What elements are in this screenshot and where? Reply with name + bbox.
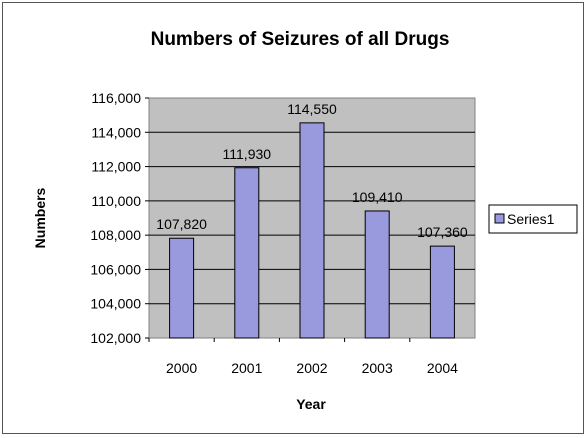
data-label-2002: 114,550 <box>287 101 337 117</box>
x-tick-label-2002: 2002 <box>296 360 327 376</box>
chart-title: Numbers of Seizures of all Drugs <box>151 29 450 50</box>
bar-2002 <box>299 122 325 339</box>
y-tick-label: 108,000 <box>90 227 141 243</box>
y-tick-label: 104,000 <box>90 296 141 312</box>
x-axis-title: Year <box>296 396 326 412</box>
y-tick-label: 112,000 <box>91 159 141 175</box>
legend-swatch <box>494 213 505 224</box>
y-tick-label: 102,000 <box>90 330 141 346</box>
x-tick-label-2001: 2001 <box>231 360 262 376</box>
y-axis-title: Numbers <box>32 187 48 248</box>
bars <box>169 122 455 339</box>
y-tick-label: 110,000 <box>91 193 141 209</box>
x-tick-label-2003: 2003 <box>362 360 393 376</box>
bar-2000 <box>169 237 195 339</box>
x-axis-ticks: 2000 2001 2002 2003 2004 <box>148 338 458 376</box>
data-label-2003: 109,410 <box>352 189 403 205</box>
y-tick-label: 114,000 <box>91 124 141 140</box>
x-tick-label-2000: 2000 <box>166 360 197 376</box>
y-tick-label: 116,000 <box>91 90 141 106</box>
data-label-2001: 111,930 <box>223 146 272 162</box>
x-tick-label-2004: 2004 <box>427 360 458 376</box>
y-tick-label: 106,000 <box>90 261 141 277</box>
bar-2001 <box>234 167 260 339</box>
legend: Series1 <box>488 204 578 234</box>
y-axis-ticks: 102,000 104,000 106,000 108,000 110,000 112,0… <box>90 90 149 346</box>
bar-2004 <box>429 245 455 339</box>
data-label-2000: 107,820 <box>156 216 207 232</box>
data-labels: 107,820 111,930 114,550 109,410 107,360 <box>156 101 468 240</box>
data-label-2004: 107,360 <box>417 224 468 240</box>
bar-2003 <box>364 210 390 339</box>
legend-label: Series1 <box>507 211 555 227</box>
